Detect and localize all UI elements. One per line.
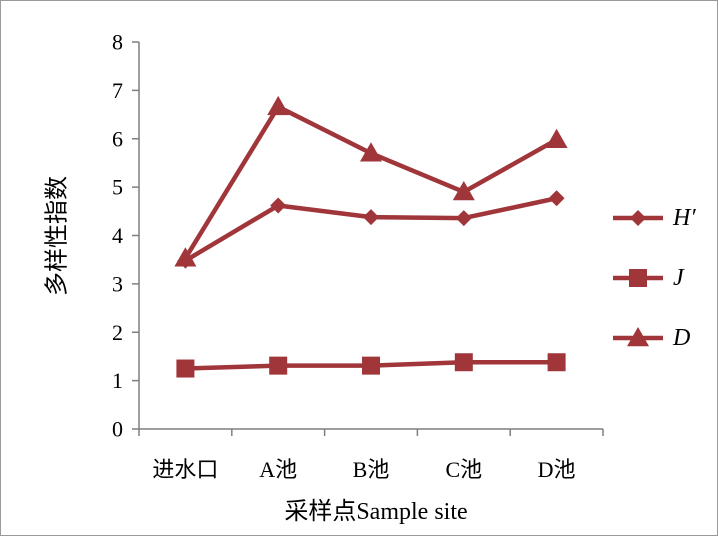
- x-tick-label: 进水口: [152, 457, 218, 482]
- legend-item: J: [613, 265, 685, 291]
- series-line: [184, 196, 558, 263]
- legend-label: D: [672, 325, 690, 351]
- x-tick-label: B池: [353, 457, 390, 482]
- data-point: [545, 128, 568, 148]
- data-point: [174, 247, 197, 267]
- data-point: [548, 190, 565, 207]
- series-layer: [174, 95, 568, 378]
- x-axis-label: 采样点Sample site: [284, 498, 467, 525]
- data-point: [547, 353, 566, 372]
- series-1: [177, 190, 565, 269]
- series-line: [183, 104, 558, 260]
- y-tick-label: 1: [112, 368, 123, 393]
- data-point: [455, 210, 472, 227]
- legend-marker: [630, 210, 646, 226]
- data-point: [454, 353, 473, 372]
- legend-label: J: [673, 265, 685, 291]
- data-point: [452, 180, 475, 201]
- legend-item: H′: [613, 205, 696, 231]
- data-point: [363, 209, 379, 226]
- x-tick-label: D池: [538, 457, 576, 482]
- legend: H′ J D: [613, 205, 696, 351]
- legend-item: D: [613, 325, 690, 351]
- data-point: [269, 356, 288, 375]
- data-point: [267, 95, 290, 116]
- legend-marker: [627, 327, 649, 347]
- y-tick-label: 0: [112, 417, 123, 442]
- axes: 0 1 2 3 4 5 6 7 8 进水口 A池 B池 C池 D池: [112, 30, 604, 482]
- data-point: [176, 359, 195, 378]
- y-tick-label: 4: [112, 223, 123, 248]
- legend-label: H′: [672, 205, 696, 231]
- y-axis-label: 多样性指数: [44, 176, 71, 296]
- y-tick-label: 5: [112, 175, 123, 200]
- x-tick-label: C池: [445, 457, 482, 482]
- y-tick-label: 2: [112, 320, 123, 345]
- y-tick-label: 6: [112, 126, 123, 151]
- data-point: [360, 142, 382, 162]
- y-tick-label: 8: [112, 30, 123, 55]
- series-2: [176, 353, 566, 378]
- series-3: [174, 95, 568, 267]
- legend-marker: [629, 269, 647, 287]
- data-point: [270, 197, 287, 214]
- y-tick-label: 7: [112, 78, 123, 103]
- x-tick-label: A池: [259, 457, 297, 482]
- data-point: [362, 356, 380, 375]
- y-tick-label: 3: [112, 271, 123, 296]
